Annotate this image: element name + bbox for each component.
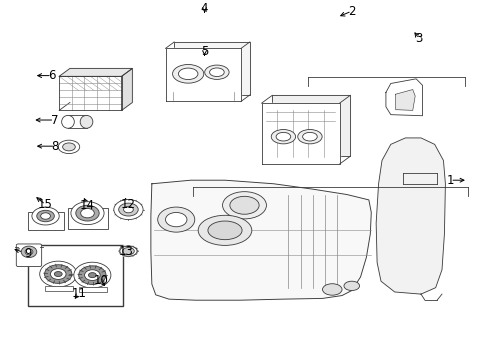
- Polygon shape: [272, 95, 349, 156]
- Polygon shape: [261, 103, 339, 164]
- Text: 15: 15: [38, 198, 53, 211]
- Ellipse shape: [32, 207, 59, 225]
- Ellipse shape: [88, 273, 96, 278]
- FancyBboxPatch shape: [79, 287, 107, 292]
- Text: 9: 9: [24, 247, 31, 260]
- Text: 3: 3: [414, 32, 422, 45]
- Ellipse shape: [195, 59, 224, 71]
- Ellipse shape: [76, 205, 99, 221]
- Ellipse shape: [229, 196, 259, 214]
- Ellipse shape: [158, 207, 194, 232]
- Polygon shape: [385, 79, 422, 116]
- Text: 6: 6: [48, 69, 56, 82]
- Ellipse shape: [183, 63, 195, 67]
- Text: 4: 4: [201, 3, 208, 15]
- Ellipse shape: [50, 269, 66, 279]
- Ellipse shape: [180, 61, 199, 69]
- Polygon shape: [68, 115, 86, 128]
- Polygon shape: [59, 76, 122, 111]
- Polygon shape: [119, 246, 138, 256]
- Ellipse shape: [40, 261, 77, 287]
- Ellipse shape: [172, 64, 203, 83]
- Ellipse shape: [119, 203, 138, 216]
- Text: 8: 8: [52, 140, 59, 153]
- Ellipse shape: [200, 61, 220, 69]
- Ellipse shape: [71, 202, 104, 225]
- Text: 12: 12: [121, 198, 136, 211]
- FancyBboxPatch shape: [16, 244, 41, 266]
- Polygon shape: [165, 48, 241, 102]
- Ellipse shape: [58, 140, 80, 154]
- Ellipse shape: [41, 213, 50, 219]
- Text: 11: 11: [71, 287, 86, 300]
- Ellipse shape: [37, 210, 54, 222]
- Text: 2: 2: [347, 5, 355, 18]
- Polygon shape: [122, 68, 132, 111]
- Text: 14: 14: [80, 199, 95, 212]
- Text: 7: 7: [50, 113, 58, 126]
- Text: 13: 13: [119, 245, 134, 258]
- Ellipse shape: [81, 208, 94, 218]
- Text: 5: 5: [201, 45, 208, 58]
- Polygon shape: [70, 68, 132, 103]
- Ellipse shape: [122, 248, 134, 255]
- Ellipse shape: [54, 271, 62, 276]
- Polygon shape: [395, 90, 414, 111]
- Ellipse shape: [44, 265, 72, 283]
- Ellipse shape: [204, 65, 228, 80]
- Text: 10: 10: [93, 274, 108, 287]
- Ellipse shape: [84, 270, 100, 280]
- Ellipse shape: [297, 130, 322, 144]
- FancyBboxPatch shape: [27, 245, 122, 306]
- Ellipse shape: [204, 63, 216, 67]
- Ellipse shape: [198, 215, 251, 246]
- Ellipse shape: [175, 59, 204, 71]
- Ellipse shape: [271, 130, 295, 144]
- Ellipse shape: [25, 249, 33, 255]
- Ellipse shape: [207, 221, 242, 240]
- Ellipse shape: [123, 206, 133, 213]
- Ellipse shape: [80, 115, 93, 128]
- Text: 1: 1: [446, 174, 453, 187]
- Polygon shape: [375, 138, 445, 294]
- Ellipse shape: [21, 246, 37, 257]
- Ellipse shape: [61, 115, 74, 128]
- Ellipse shape: [276, 132, 290, 141]
- Ellipse shape: [222, 192, 266, 219]
- Polygon shape: [174, 42, 249, 95]
- Ellipse shape: [114, 199, 143, 220]
- Ellipse shape: [322, 284, 341, 295]
- Ellipse shape: [343, 281, 359, 291]
- Ellipse shape: [178, 68, 198, 80]
- Ellipse shape: [74, 262, 111, 288]
- Polygon shape: [59, 68, 132, 76]
- Polygon shape: [151, 180, 370, 300]
- Ellipse shape: [302, 132, 317, 141]
- FancyBboxPatch shape: [44, 285, 73, 291]
- Ellipse shape: [79, 266, 106, 284]
- Ellipse shape: [209, 68, 224, 77]
- Ellipse shape: [62, 143, 75, 151]
- Ellipse shape: [165, 212, 186, 227]
